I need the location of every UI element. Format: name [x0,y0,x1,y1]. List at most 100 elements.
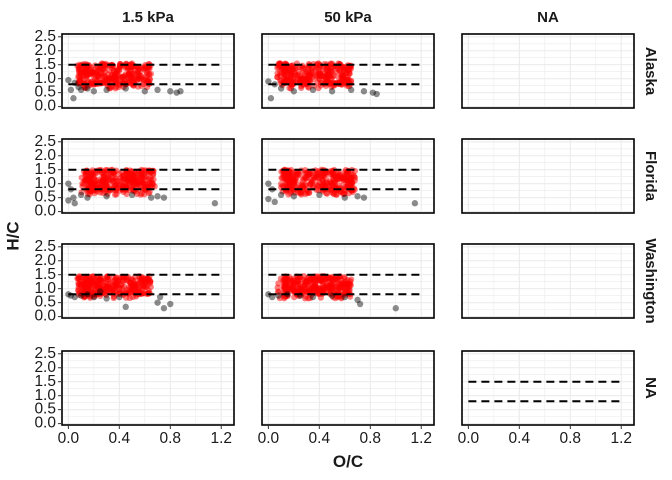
red-data-point [315,60,322,67]
red-data-point [113,77,120,84]
black-data-point [265,78,272,85]
red-data-point [314,71,322,78]
red-data-point [304,171,312,178]
black-data-point [167,88,174,95]
x-tick-label: 1.2 [210,430,232,447]
red-data-point [105,173,112,180]
red-data-point [132,170,139,178]
panel-grid [262,351,434,425]
red-data-point [128,61,135,68]
panel-border [461,138,635,214]
panel-border [61,243,235,319]
black-data-point [360,194,368,201]
red-data-point [80,181,87,188]
x-tick-label: 1.2 [610,430,632,447]
y-tick-label: 1.5 [34,266,56,283]
red-data-point [347,174,355,182]
panel-data [65,60,184,102]
black-data-point [177,88,184,95]
y-tick-label: 0.5 [34,401,56,418]
panel-border [61,138,235,214]
panel-border [261,138,435,214]
red-data-point [291,180,298,187]
red-data-point [346,280,354,288]
red-data-point [89,171,97,179]
facet-panel [261,33,435,109]
black-data-point [265,195,272,203]
red-data-point [302,181,310,188]
panel-border [61,350,235,426]
column-facet-title: 50 kPa [324,9,372,26]
red-data-point [344,170,351,177]
red-data-point [88,187,95,194]
y-tick-label: 1.0 [34,175,56,192]
panel-border [261,33,435,109]
red-data-point [296,274,303,281]
red-data-point [282,67,289,74]
red-data-point [295,280,302,288]
panel-border [61,33,235,109]
red-data-point [321,75,329,82]
panel-grid [62,351,234,425]
red-data-point [114,177,121,185]
red-data-point [105,277,112,284]
black-data-point [65,197,72,204]
red-data-point [147,278,154,285]
y-tick-label: 1.0 [34,280,56,297]
x-tick-label: 0.4 [509,430,531,447]
black-data-point [128,191,136,199]
red-data-point [340,69,347,77]
red-data-point [312,283,319,290]
red-data-point [82,171,89,178]
facet-panel [461,243,635,319]
x-tick-label: 0.8 [160,430,182,447]
panel-grid [462,244,634,318]
red-data-point [335,169,343,176]
red-data-point [306,73,313,81]
black-data-point [122,85,129,92]
red-data-point [336,75,343,82]
facet-panel: 0.00.51.01.52.02.5 [34,28,235,115]
black-data-point [70,95,77,102]
red-data-point [327,279,334,286]
panel-grid [462,34,634,108]
red-data-point [312,66,319,73]
black-data-point [290,88,298,95]
red-data-point [85,277,93,285]
red-data-point [123,176,130,183]
red-data-point [341,284,349,291]
black-data-point [341,194,349,201]
red-data-point [315,76,323,83]
black-data-point [65,180,72,187]
x-tick-label: 0.0 [458,430,480,447]
red-data-point [290,172,297,179]
black-data-point [167,300,174,308]
red-data-point [93,77,100,85]
black-data-point [277,85,285,92]
black-data-point [77,191,85,199]
red-data-point [287,70,294,78]
y-tick-label: 1.0 [34,70,56,87]
black-data-point [84,194,91,201]
red-data-point [89,167,96,174]
x-tick-label: 0.4 [109,430,131,447]
red-data-point [138,276,145,283]
black-data-point [373,90,380,98]
black-data-point [84,85,91,92]
facet-panel: 0.00.51.01.52.02.5 0.0 0.4 0.8 1.2 [34,345,235,447]
black-data-point [122,303,129,311]
x-tick-label: 0.8 [560,430,582,447]
red-data-point [328,80,336,87]
red-data-point [132,180,139,188]
y-tick-label: 1.0 [34,387,56,404]
red-data-point [302,280,310,287]
facet-panel [261,138,435,214]
y-tick-label: 1.5 [34,56,56,73]
black-data-point [290,193,298,200]
red-data-point [340,176,348,184]
y-axis-title: H/C [3,221,22,250]
red-data-point [86,179,94,186]
facet-panel [461,33,635,109]
black-data-point [154,299,161,306]
red-data-point [334,175,341,183]
